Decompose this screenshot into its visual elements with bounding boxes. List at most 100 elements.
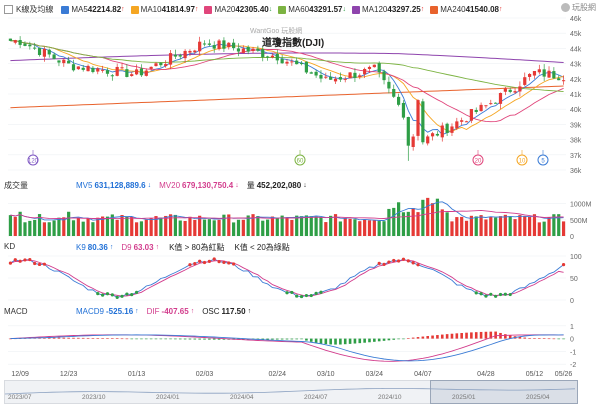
osc-bar: [57, 337, 61, 339]
osc-bar: [106, 338, 109, 339]
macd-tick-label: 1: [570, 324, 574, 331]
volume-bar: [251, 214, 255, 236]
candle-body: [280, 58, 284, 64]
candle-body: [261, 49, 265, 58]
candle-body: [227, 42, 231, 48]
osc-bar: [111, 338, 114, 339]
ma-marker-label: 20: [475, 159, 482, 165]
volume-bar: [198, 215, 202, 236]
x-tick-label: 01/13: [128, 371, 146, 378]
candle-body: [430, 133, 435, 137]
kd-high-dot: [392, 258, 396, 263]
volume-bar: [23, 222, 27, 236]
volume-bar: [372, 220, 376, 236]
candle-body: [387, 81, 391, 89]
navigator-track[interactable]: [4, 380, 578, 404]
kd-low-dot: [105, 292, 110, 296]
kd-high-dot: [207, 259, 211, 263]
mv20-dir: ↓: [235, 182, 239, 189]
candle-body: [367, 66, 372, 69]
candle-body: [494, 102, 498, 104]
kd-high-dot: [18, 259, 22, 263]
price-tick-label: 43k: [570, 62, 582, 69]
osc-bar: [164, 338, 167, 340]
ma-swatch-4[interactable]: [352, 5, 361, 14]
kd-high-dot: [23, 258, 27, 262]
macd-title: MACD: [4, 307, 28, 316]
kd-tick-label: 50: [570, 276, 578, 283]
candle-body: [377, 63, 381, 73]
volume-bar: [309, 216, 313, 236]
candle-body: [217, 40, 221, 50]
kd-high-dot: [33, 261, 37, 266]
d-dir: ↑: [155, 244, 160, 251]
volume-bar: [367, 220, 372, 236]
navigator-handle[interactable]: [430, 380, 578, 404]
osc-bar: [125, 338, 129, 340]
kd-high-dot: [401, 257, 406, 261]
candle-body: [285, 61, 289, 64]
kd-high-dot: [232, 262, 236, 266]
candle-body: [299, 63, 304, 65]
candle-body: [528, 73, 532, 77]
candle-body: [484, 105, 488, 107]
ma-marker-label: 10: [519, 159, 526, 165]
osc-bar: [91, 338, 95, 339]
osc-bar: [523, 337, 527, 339]
osc-bar: [479, 331, 483, 339]
kd-low-dot: [494, 294, 498, 298]
candle-body: [309, 72, 313, 74]
volume-values: MV5 631,128,889.6 ↓ MV20 679,130,750.4 ↓…: [76, 180, 307, 191]
x-tick-label: 02/03: [196, 371, 214, 378]
candle-body: [406, 117, 410, 146]
volume-bar: [91, 222, 95, 236]
kd-note-high: K值 > 80為紅點: [169, 243, 225, 252]
volume-bar: [86, 218, 90, 236]
ma-swatch-3[interactable]: [278, 5, 287, 14]
candle-body: [333, 78, 338, 82]
candle-body: [86, 65, 90, 72]
volume-bar: [430, 203, 435, 236]
candle-body: [498, 93, 503, 104]
candle-body: [256, 48, 260, 51]
volume-bar: [280, 215, 284, 236]
candle-body: [523, 77, 527, 85]
price-tick-label: 41k: [570, 92, 582, 99]
candle-body: [319, 74, 323, 79]
osc-bar: [377, 338, 381, 342]
volume-bar: [42, 222, 46, 236]
kd-low-dot: [290, 290, 294, 295]
candle-body: [382, 71, 386, 81]
kd-high-dot: [193, 261, 197, 266]
osc-bar: [504, 334, 507, 339]
volume-tick-label: 0: [570, 234, 574, 241]
candle-body: [18, 40, 22, 45]
kd-low-dot: [484, 294, 488, 298]
osc-bar: [542, 338, 546, 339]
ma-swatch-5[interactable]: [430, 5, 439, 14]
kd-tick-label: 0: [570, 298, 574, 305]
volume-bar: [154, 216, 158, 236]
kline-checkbox[interactable]: [4, 5, 13, 14]
navigator-tick-label: 2025/04: [526, 394, 550, 401]
osc-bar: [416, 337, 420, 339]
ma-dir-2: ↓: [268, 6, 273, 13]
osc-bar: [329, 338, 332, 345]
ma-label-0: MA5: [71, 5, 88, 14]
candle-body: [47, 49, 51, 55]
candle-body: [120, 67, 124, 69]
volume-bar: [469, 215, 473, 236]
ma-swatch-1[interactable]: [130, 5, 139, 14]
volume-tick-label: 1000M: [570, 202, 592, 209]
volume-bar: [52, 220, 56, 236]
volume-panel: 1000M 500M 0: [8, 197, 592, 241]
volume-bar: [464, 220, 469, 236]
candle-body: [411, 136, 415, 147]
k-dir: ↑: [109, 244, 114, 251]
ma-swatch-0[interactable]: [61, 5, 70, 14]
candle-body: [450, 126, 454, 133]
ma-dir-0: ↑: [121, 6, 125, 13]
volume-bar: [329, 215, 333, 236]
ma-swatch-2[interactable]: [204, 5, 213, 14]
volume-bar: [164, 215, 168, 236]
